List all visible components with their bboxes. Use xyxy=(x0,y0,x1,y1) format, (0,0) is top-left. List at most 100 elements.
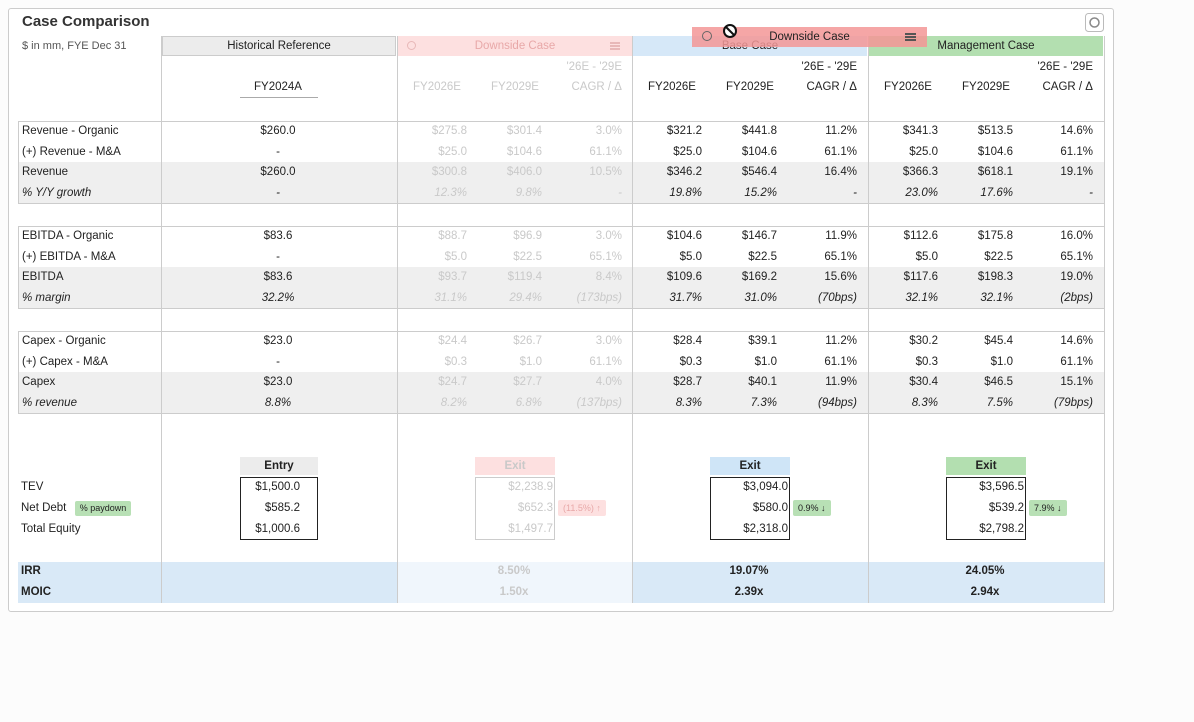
exit-box xyxy=(710,477,790,540)
case-value: $1.0 xyxy=(519,355,542,368)
case-value: 31.7% xyxy=(669,292,702,305)
case-value: $117.6 xyxy=(903,271,938,284)
historical-value: $260.0 xyxy=(260,125,296,137)
case-value: $22.5 xyxy=(748,250,777,263)
case-value: $104.6 xyxy=(977,145,1013,158)
menu-icon-bar xyxy=(610,48,620,50)
case-value: $25.0 xyxy=(673,145,702,158)
exit-label-bg xyxy=(710,457,790,475)
entry-value: $585.2 xyxy=(264,502,300,514)
case-value: $88.7 xyxy=(438,230,467,242)
case-value: 15.2% xyxy=(744,187,777,200)
column-divider xyxy=(397,36,398,603)
case-value: 8.2% xyxy=(440,397,467,410)
menu-icon-bar xyxy=(905,33,916,35)
column-label: FY2026E xyxy=(884,81,932,93)
case-value: 14.6% xyxy=(1060,125,1093,137)
irr-value: 19.07% xyxy=(729,565,769,577)
exit-box xyxy=(946,477,1026,540)
case-value: - xyxy=(853,187,857,200)
case-value: (70bps) xyxy=(818,292,857,305)
case-value: 19.1% xyxy=(1060,166,1093,179)
case-header[interactable]: Management Case xyxy=(937,40,1035,52)
exit-value: $539.2 xyxy=(988,502,1024,514)
case-value: 11.2% xyxy=(825,125,857,137)
historical-value: $23.0 xyxy=(263,376,293,389)
settings-button[interactable] xyxy=(1085,13,1104,32)
case-value: $0.3 xyxy=(444,355,467,368)
column-label: CAGR / Δ xyxy=(806,81,858,93)
historical-value: - xyxy=(276,187,280,200)
row-label: (+) EBITDA - M&A xyxy=(22,250,116,263)
title: Case Comparison xyxy=(22,13,150,30)
paydown-badge: % paydown xyxy=(75,501,131,516)
historical-value: $260.0 xyxy=(260,166,296,179)
case-value: 11.2% xyxy=(825,335,857,347)
case-value: 61.1% xyxy=(589,145,622,158)
case-value: $26.7 xyxy=(513,335,542,347)
column-label: FY2029E xyxy=(726,81,774,93)
case-value: $146.7 xyxy=(741,230,777,242)
drag-handle xyxy=(407,41,416,50)
case-value: $513.5 xyxy=(977,125,1013,137)
paydown-change-badge: (11.5%) ↑ xyxy=(558,500,606,516)
case-value: 7.5% xyxy=(986,397,1013,410)
historical-header: Historical Reference xyxy=(227,40,331,52)
case-value: 32.1% xyxy=(905,292,938,305)
exit-value: $580.0 xyxy=(752,502,788,514)
exit-value: $2,318.0 xyxy=(743,523,788,535)
case-header[interactable]: Downside Case xyxy=(474,40,556,52)
column-label: FY2026E xyxy=(648,81,696,93)
menu-icon-bar xyxy=(610,45,620,47)
case-value: $366.3 xyxy=(902,166,938,179)
entry-box xyxy=(240,477,318,540)
metric-label: MOIC xyxy=(21,586,52,598)
row-label: % margin xyxy=(22,292,71,305)
row-label: Capex - Organic xyxy=(22,335,106,347)
entry-label-bg xyxy=(240,457,318,475)
case-value: 31.0% xyxy=(744,292,777,305)
case-value: $5.0 xyxy=(444,250,467,263)
case-value: $346.2 xyxy=(666,166,702,179)
moic-value: 2.39x xyxy=(734,586,764,598)
row-label: % Y/Y growth xyxy=(22,187,92,200)
historical-value: - xyxy=(276,355,280,368)
case-value: $96.9 xyxy=(513,230,542,242)
column-label: FY2029E xyxy=(491,81,539,93)
case-value: $27.7 xyxy=(513,376,542,389)
case-value: 6.8% xyxy=(515,397,542,410)
metric-label: IRR xyxy=(21,565,41,577)
case-value: $24.4 xyxy=(438,335,467,347)
case-value: $39.1 xyxy=(748,335,777,347)
case-value: $40.1 xyxy=(748,376,777,389)
case-value: 16.4% xyxy=(824,166,857,179)
case-value: $5.0 xyxy=(679,250,702,263)
historical-value: $23.0 xyxy=(263,335,293,347)
case-value: 32.1% xyxy=(980,292,1013,305)
exit-label: Exit xyxy=(739,460,761,472)
case-value: $0.3 xyxy=(679,355,702,368)
exit-value: $1,497.7 xyxy=(508,523,553,535)
column-label: FY2029E xyxy=(962,81,1010,93)
case-header-bg xyxy=(398,36,632,56)
case-value: $104.6 xyxy=(741,145,777,158)
irr-value: 24.05% xyxy=(965,565,1005,577)
case-value: $441.8 xyxy=(741,125,777,137)
case-value: $22.5 xyxy=(513,250,542,263)
drag-ghost[interactable] xyxy=(692,27,927,47)
historical-header-bg xyxy=(162,36,396,56)
row-label: EBITDA - Organic xyxy=(22,230,114,242)
case-value: $275.8 xyxy=(431,125,467,137)
case-value: 12.3% xyxy=(434,187,467,200)
case-value: $300.8 xyxy=(431,166,467,179)
case-value: (94bps) xyxy=(818,397,857,410)
case-value: - xyxy=(1089,187,1093,200)
case-value: (173bps) xyxy=(576,292,622,305)
case-value: $25.0 xyxy=(438,145,467,158)
case-value: 61.1% xyxy=(824,145,857,158)
case-value: $28.4 xyxy=(673,335,702,347)
row-shade xyxy=(18,372,1104,413)
column-label: FY2026E xyxy=(413,81,461,93)
case-value: 17.6% xyxy=(980,187,1013,200)
historical-value: 8.8% xyxy=(264,397,292,410)
